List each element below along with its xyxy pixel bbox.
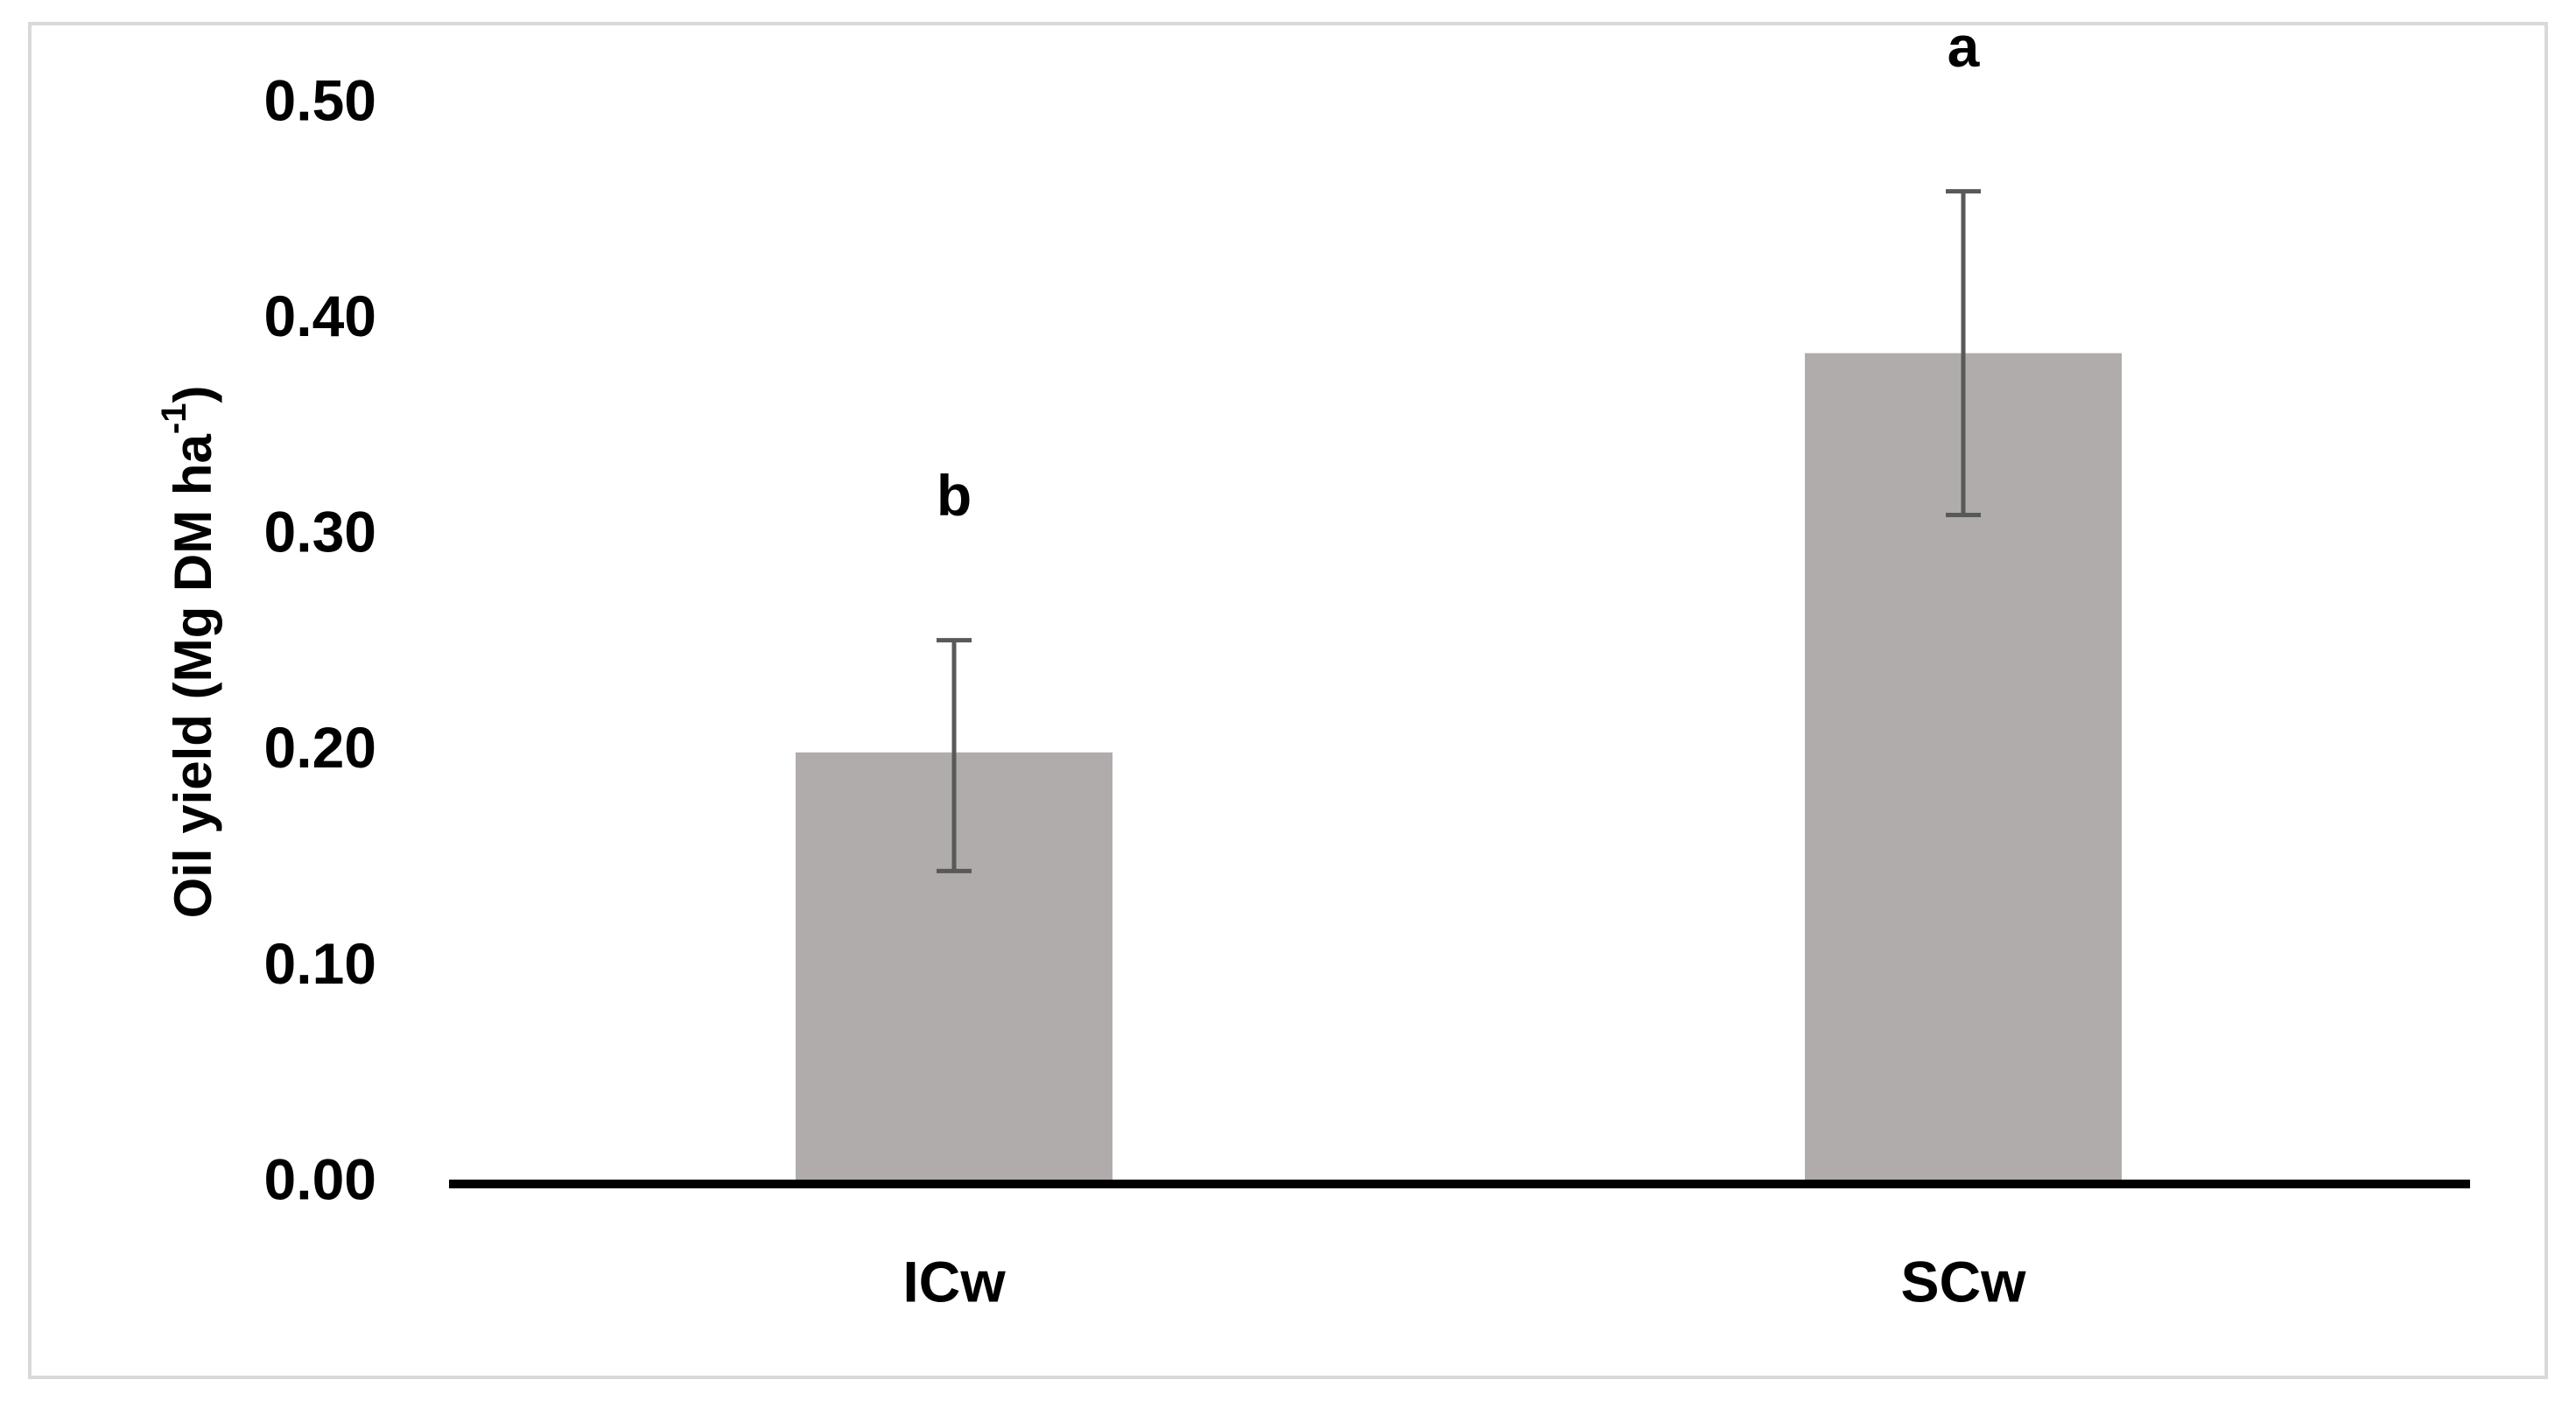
error-bar-scw bbox=[1946, 189, 1981, 518]
x-axis-labels: ICw SCw bbox=[902, 1249, 2026, 1313]
x-tick-label-icw: ICw bbox=[902, 1249, 1006, 1313]
y-tick-label: 0.10 bbox=[264, 931, 376, 996]
y-axis-title-main: Oil yield (Mg DM ha bbox=[164, 433, 222, 918]
y-axis-title-suffix: ) bbox=[164, 386, 222, 403]
y-tick-label: 0.40 bbox=[264, 284, 376, 348]
y-axis-title: Oil yield (Mg DM ha-1) bbox=[155, 386, 222, 919]
error-bar-icw bbox=[937, 638, 972, 873]
y-tick-label: 0.50 bbox=[264, 67, 376, 132]
y-axis-ticks: 0.00 0.10 0.20 0.30 0.40 0.50 bbox=[264, 67, 376, 1211]
y-axis-title-superscript: -1 bbox=[155, 403, 193, 435]
y-tick-label: 0.20 bbox=[264, 715, 376, 780]
x-tick-label-scw: SCw bbox=[1900, 1249, 2026, 1313]
y-tick-label: 0.00 bbox=[264, 1146, 376, 1211]
error-bars bbox=[937, 189, 1981, 873]
y-tick-label: 0.30 bbox=[264, 500, 376, 564]
significance-letter-icw: b bbox=[937, 463, 972, 528]
chart-border bbox=[28, 22, 2548, 1379]
bars bbox=[796, 353, 2122, 1185]
significance-letters: ba bbox=[937, 14, 1981, 528]
significance-letter-scw: a bbox=[1948, 14, 1981, 79]
